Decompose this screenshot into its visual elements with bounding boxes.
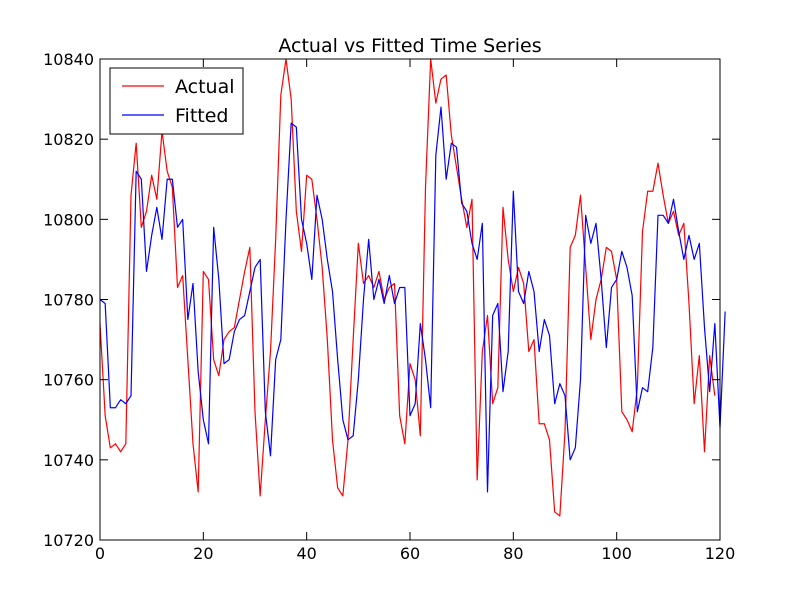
x-axis: 0 20 40 60 80 100 120: [95, 59, 735, 563]
y-tick-label: 10760: [43, 371, 94, 390]
x-tick-label: 80: [503, 544, 523, 563]
x-tick-label: 0: [95, 544, 105, 563]
x-tick-label: 40: [296, 544, 316, 563]
legend-label-fitted: Fitted: [175, 105, 228, 127]
x-tick-label: 20: [193, 544, 213, 563]
legend-box: [109, 67, 244, 135]
legend-label-actual: Actual: [175, 76, 235, 98]
chart-title: Actual vs Fitted Time Series: [278, 35, 541, 57]
y-axis: 10720 10740 10760 10780 10800 10820 10840: [43, 50, 720, 550]
x-tick-label: 100: [601, 544, 632, 563]
x-tick-label: 120: [705, 544, 736, 563]
series-layer: [99, 58, 726, 517]
y-tick-label: 10840: [43, 50, 94, 69]
y-tick-label: 10820: [43, 130, 94, 149]
series-line-fitted: [99, 106, 726, 493]
y-tick-label: 10720: [43, 531, 94, 550]
x-tick-label: 60: [400, 544, 420, 563]
y-tick-label: 10780: [43, 291, 94, 310]
legend: Actual Fitted: [109, 67, 244, 135]
series-line-actual: [99, 58, 716, 517]
y-tick-label: 10740: [43, 451, 94, 470]
y-tick-label: 10800: [43, 210, 94, 229]
